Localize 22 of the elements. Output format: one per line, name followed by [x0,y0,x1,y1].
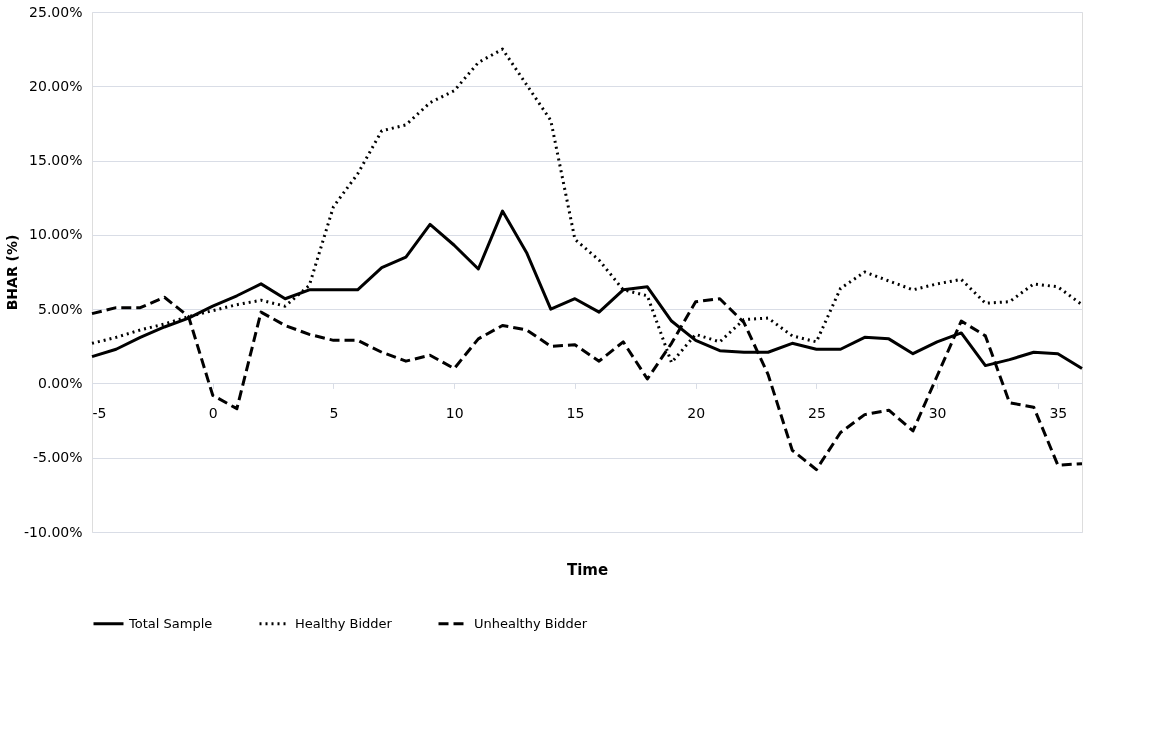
y-tick-label: 25.00% [29,3,83,20]
x-tick-label: -5 [92,404,107,421]
y-axis-title: BHAR (%) [4,234,21,311]
x-tick-label: 15 [566,404,585,421]
y-tick-label: 5.00% [38,300,83,317]
y-tick-label: -10.00% [24,523,83,540]
y-tick-label: 10.00% [29,226,83,243]
x-axis-title: Time [566,560,609,579]
x-tick-label: 30 [928,404,947,421]
x-tick-label: 25 [807,404,826,421]
x-tick-label: 10 [445,404,464,421]
x-tick-label: 5 [329,404,339,421]
legend-label: Total Sample [128,615,213,631]
x-tick-label: 0 [208,404,218,421]
legend-label: Unhealthy Bidder [474,615,588,631]
y-tick-label: 0.00% [38,374,83,391]
y-tick-label: 15.00% [29,152,83,169]
x-tick-label: 35 [1049,404,1068,421]
y-tick-label: 20.00% [29,77,83,94]
legend-label: Healthy Bidder [295,615,393,631]
x-tick-label: 20 [687,404,706,421]
y-tick-label: -5.00% [32,449,83,466]
